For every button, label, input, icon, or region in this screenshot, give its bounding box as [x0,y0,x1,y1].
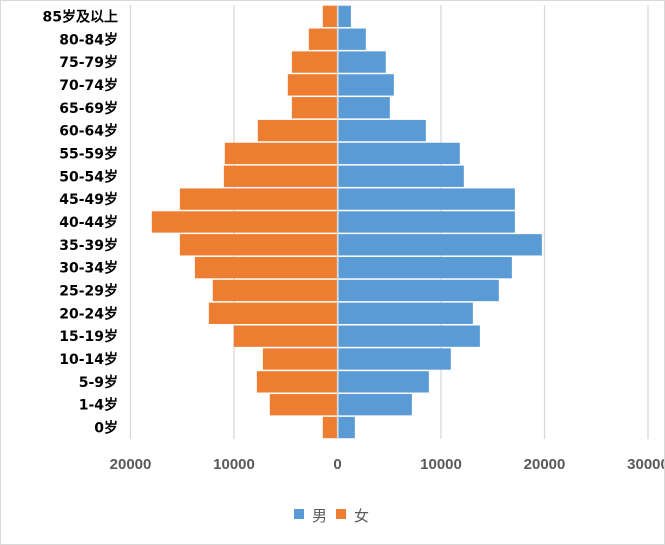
bar-male [338,325,480,347]
bar-male [338,234,542,256]
legend-swatch-female [336,509,346,519]
x-tick-label: 0 [333,456,341,473]
category-label: 50-54岁 [59,168,118,185]
x-tick-label: 10000 [213,456,255,473]
bar-female [287,74,338,96]
category-label: 75-79岁 [59,54,118,71]
bar-male [338,394,412,416]
bar-female [256,371,338,393]
bar-male [338,97,390,119]
bar-male [338,416,355,439]
legend-label: 女 [354,507,369,525]
category-label: 35-39岁 [59,237,118,254]
bar-female [212,279,338,302]
bar-female [262,348,338,370]
x-tick-label: 10000 [420,456,462,473]
bar-male [338,279,499,302]
x-tick-label: 20000 [524,456,566,473]
bar-male [338,302,473,324]
bar-male [338,165,464,187]
category-label: 65-69岁 [59,100,118,117]
bar-female [224,142,338,165]
bar-female [308,28,338,50]
category-label: 20-24岁 [59,305,118,322]
bar-female [257,119,338,142]
category-label: 40-44岁 [59,214,118,231]
category-label: 60-64岁 [59,123,118,140]
bar-male [338,348,451,370]
category-label: 15-19岁 [59,328,118,345]
bar-female [291,51,338,73]
category-label: 85岁及以上 [43,8,118,25]
bar-male [338,256,512,279]
legend-swatch-male [294,509,304,519]
x-tick-label: 30000 [627,456,664,473]
category-label: 1-4岁 [79,397,118,414]
bar-male [338,142,460,165]
category-label: 30-34岁 [59,260,118,277]
bar-male [338,74,394,96]
bar-female [179,188,338,210]
x-tick-label: 20000 [110,456,152,473]
category-label: 25-29岁 [59,283,118,300]
bar-female [151,211,338,233]
bar-female [322,5,338,28]
bar-male [338,28,366,50]
bar-male [338,188,515,210]
category-label: 0岁 [94,420,118,437]
bar-female [179,234,338,256]
bar-female [291,97,338,119]
bar-female [322,416,338,439]
bar-male [338,119,426,142]
bar-male [338,5,351,28]
bar-female [233,325,338,347]
bar-female [269,394,338,416]
category-label: 45-49岁 [59,191,118,208]
bar-male [338,51,386,73]
bar-male [338,211,515,233]
category-label: 70-74岁 [59,77,118,94]
legend-label: 男 [312,507,327,525]
category-label: 55-59岁 [59,145,118,162]
category-label: 10-14岁 [59,351,118,368]
bar-male [338,371,429,393]
bar-female [223,165,338,187]
bar-female [194,256,338,279]
bar-female [208,302,338,324]
category-label: 5-9岁 [79,374,118,391]
category-label: 80-84岁 [59,31,118,48]
